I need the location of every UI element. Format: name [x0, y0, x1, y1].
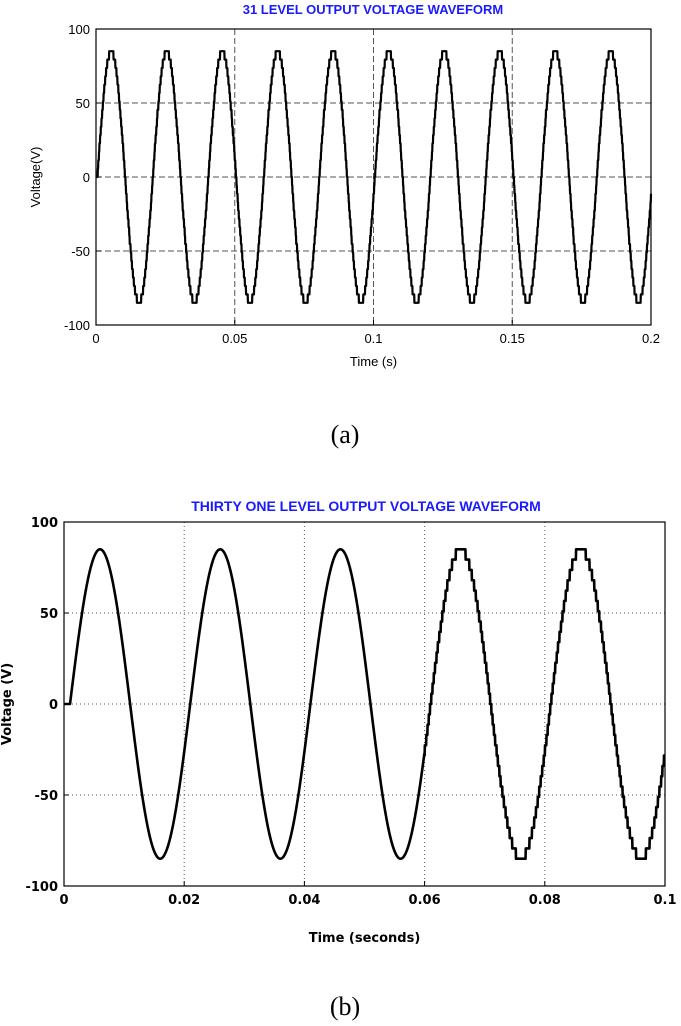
x-tick-label: 0.04: [288, 893, 320, 908]
y-axis-label: Voltage (V): [0, 663, 15, 745]
y-tick-label: 0: [49, 698, 58, 713]
x-tick-label: 0.08: [529, 893, 561, 908]
y-tick-label: -50: [71, 244, 90, 259]
y-tick-label: -100: [64, 318, 90, 333]
x-tick-label: 0.02: [168, 893, 200, 908]
x-axis-label: Time (seconds): [309, 931, 421, 946]
x-tick-label: 0: [59, 893, 68, 908]
x-tick-label: 0.1: [364, 331, 382, 346]
figure-caption: (b): [330, 992, 360, 1021]
x-axis-label: Time (s): [350, 354, 397, 369]
voltage-series-line: [62, 548, 667, 860]
y-tick-label: -100: [25, 880, 58, 895]
chart-title: 31 LEVEL OUTPUT VOLTAGE WAVEFORM: [243, 2, 504, 17]
y-tick-label: 0: [83, 170, 90, 185]
x-tick-label: 0.06: [409, 893, 441, 908]
y-tick-label: -50: [35, 789, 59, 804]
x-tick-label: 0.05: [222, 331, 247, 346]
x-tick-label: 0.15: [500, 331, 525, 346]
figure-caption: (a): [331, 420, 360, 449]
chart-title: THIRTY ONE LEVEL OUTPUT VOLTAGE WAVEFORM: [191, 498, 541, 514]
voltage-series-line: [95, 50, 653, 304]
x-tick-label: 0: [92, 331, 99, 346]
y-tick-label: 50: [76, 96, 90, 111]
x-tick-label: 0.2: [642, 331, 660, 346]
y-tick-label: 100: [68, 22, 90, 37]
y-tick-label: 100: [31, 516, 58, 531]
y-axis-label: Voltage(V): [28, 147, 43, 208]
y-tick-label: 50: [40, 607, 58, 622]
x-tick-label: 0.1: [653, 893, 676, 908]
